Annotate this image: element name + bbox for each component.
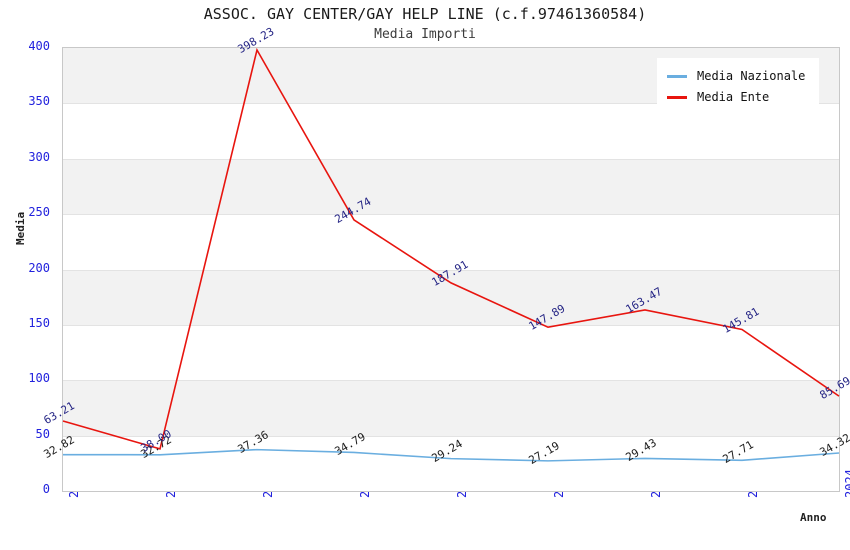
series-line-media-nazionale xyxy=(62,448,840,462)
legend-swatch-media-nazionale xyxy=(667,75,687,78)
x-axis-label: Anno xyxy=(800,511,827,524)
gridline xyxy=(63,435,839,437)
series-lines xyxy=(62,47,840,462)
legend-label-media-nazionale: Media Nazionale xyxy=(697,69,806,83)
y-tick-label: 0 xyxy=(42,482,50,496)
chart-title: ASSOC. GAY CENTER/GAY HELP LINE (c.f.974… xyxy=(203,5,647,23)
y-tick-label: 200 xyxy=(28,260,50,275)
series-line-media-ente xyxy=(62,47,840,450)
gridline xyxy=(63,324,839,326)
gridline xyxy=(63,158,839,160)
y-tick-label: 50 xyxy=(35,426,50,441)
y-tick-label: 300 xyxy=(28,149,50,164)
y-tick-label: 150 xyxy=(28,315,50,330)
legend-item-media-ente[interactable]: Media Ente xyxy=(667,87,805,108)
y-tick-label: 100 xyxy=(28,371,50,386)
gridline xyxy=(63,269,839,271)
grid-band xyxy=(63,380,839,436)
gridline xyxy=(63,103,839,105)
y-tick-label: 350 xyxy=(28,94,50,109)
legend-swatch-media-ente xyxy=(667,96,687,99)
grid-band xyxy=(63,158,839,215)
legend-label-media-ente: Media Ente xyxy=(697,90,770,104)
y-tick-label: 400 xyxy=(28,39,50,53)
chart-subtitle: Media Importi xyxy=(374,27,476,42)
legend-item-media-nazionale[interactable]: Media Nazionale xyxy=(667,66,805,87)
chart-legend: Media Nazionale Media Ente xyxy=(657,58,820,116)
y-tick-label: 250 xyxy=(28,205,50,220)
gridline xyxy=(63,214,839,216)
gridline xyxy=(63,380,839,382)
x-tick-label: 2024 xyxy=(843,469,850,498)
plot-area xyxy=(62,47,840,492)
